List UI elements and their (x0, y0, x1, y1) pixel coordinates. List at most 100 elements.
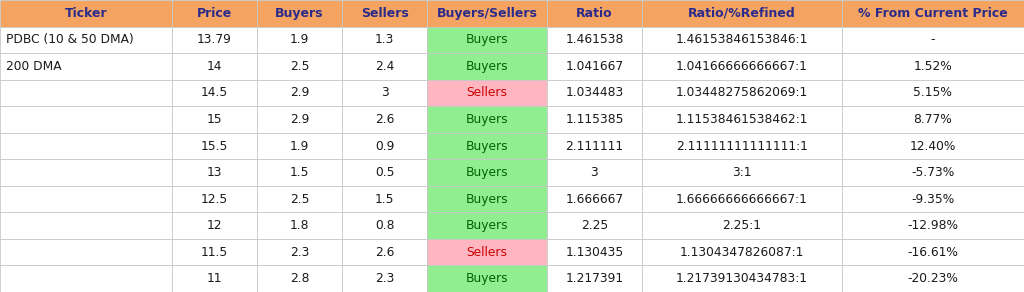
Text: 1.11538461538462:1: 1.11538461538462:1 (676, 113, 808, 126)
Text: 200 DMA: 200 DMA (6, 60, 61, 73)
Bar (0, 133, 172, 159)
Text: 2.9: 2.9 (290, 113, 309, 126)
Bar (0, 212, 172, 239)
Bar (427, 0, 547, 27)
Bar (257, 212, 342, 239)
Text: 2.6: 2.6 (375, 246, 394, 259)
Text: -: - (931, 33, 935, 46)
Bar (642, 239, 842, 265)
Text: 1.034483: 1.034483 (565, 86, 624, 99)
Bar (842, 80, 1024, 106)
Bar (172, 106, 257, 133)
Bar (842, 53, 1024, 80)
Bar (547, 53, 642, 80)
Text: Buyers: Buyers (466, 60, 508, 73)
Bar (842, 239, 1024, 265)
Bar (842, 159, 1024, 186)
Text: 2.5: 2.5 (290, 60, 309, 73)
Bar (257, 239, 342, 265)
Bar (642, 27, 842, 53)
Text: 3: 3 (591, 166, 598, 179)
Bar (427, 159, 547, 186)
Bar (172, 133, 257, 159)
Bar (842, 186, 1024, 212)
Text: 2.8: 2.8 (290, 272, 309, 285)
Bar (642, 265, 842, 292)
Text: Buyers: Buyers (466, 140, 508, 152)
Text: Buyers: Buyers (466, 219, 508, 232)
Bar (342, 80, 427, 106)
Bar (642, 159, 842, 186)
Text: 3: 3 (381, 86, 388, 99)
Bar (842, 212, 1024, 239)
Bar (257, 265, 342, 292)
Text: 1.130435: 1.130435 (565, 246, 624, 259)
Bar (342, 239, 427, 265)
Bar (547, 212, 642, 239)
Text: Price: Price (197, 7, 232, 20)
Bar (0, 0, 172, 27)
Bar (342, 265, 427, 292)
Text: 13.79: 13.79 (197, 33, 232, 46)
Text: 2.6: 2.6 (375, 113, 394, 126)
Text: 14: 14 (207, 60, 222, 73)
Bar (842, 0, 1024, 27)
Text: 1.04166666666667:1: 1.04166666666667:1 (676, 60, 808, 73)
Bar (342, 186, 427, 212)
Bar (342, 106, 427, 133)
Bar (342, 0, 427, 27)
Bar (427, 265, 547, 292)
Text: 1.3: 1.3 (375, 33, 394, 46)
Bar (172, 159, 257, 186)
Bar (642, 106, 842, 133)
Bar (257, 27, 342, 53)
Text: Sellers: Sellers (466, 246, 508, 259)
Bar (642, 0, 842, 27)
Bar (547, 239, 642, 265)
Bar (547, 106, 642, 133)
Bar (257, 133, 342, 159)
Text: 1.666667: 1.666667 (565, 193, 624, 206)
Text: Buyers: Buyers (466, 272, 508, 285)
Bar (172, 27, 257, 53)
Text: Buyers: Buyers (275, 7, 324, 20)
Bar (427, 133, 547, 159)
Text: 2.25: 2.25 (581, 219, 608, 232)
Bar (842, 265, 1024, 292)
Text: PDBC (10 & 50 DMA): PDBC (10 & 50 DMA) (6, 33, 134, 46)
Bar (427, 53, 547, 80)
Text: 1.8: 1.8 (290, 219, 309, 232)
Bar (842, 133, 1024, 159)
Bar (342, 53, 427, 80)
Text: Ticker: Ticker (65, 7, 108, 20)
Text: 1.041667: 1.041667 (565, 60, 624, 73)
Text: -9.35%: -9.35% (911, 193, 954, 206)
Bar (547, 27, 642, 53)
Bar (342, 212, 427, 239)
Text: -5.73%: -5.73% (911, 166, 954, 179)
Bar (547, 133, 642, 159)
Bar (172, 186, 257, 212)
Text: 15: 15 (207, 113, 222, 126)
Bar (257, 0, 342, 27)
Bar (547, 80, 642, 106)
Text: 1.5: 1.5 (290, 166, 309, 179)
Bar (547, 0, 642, 27)
Text: 1.52%: 1.52% (913, 60, 952, 73)
Bar (547, 159, 642, 186)
Text: Buyers: Buyers (466, 113, 508, 126)
Bar (257, 186, 342, 212)
Bar (642, 80, 842, 106)
Text: 12.5: 12.5 (201, 193, 228, 206)
Text: 13: 13 (207, 166, 222, 179)
Text: 5.15%: 5.15% (913, 86, 952, 99)
Text: 2.3: 2.3 (375, 272, 394, 285)
Bar (0, 106, 172, 133)
Bar (257, 106, 342, 133)
Text: Buyers/Sellers: Buyers/Sellers (436, 7, 538, 20)
Bar (257, 159, 342, 186)
Bar (342, 133, 427, 159)
Text: 2.25:1: 2.25:1 (722, 219, 762, 232)
Bar (842, 27, 1024, 53)
Bar (642, 53, 842, 80)
